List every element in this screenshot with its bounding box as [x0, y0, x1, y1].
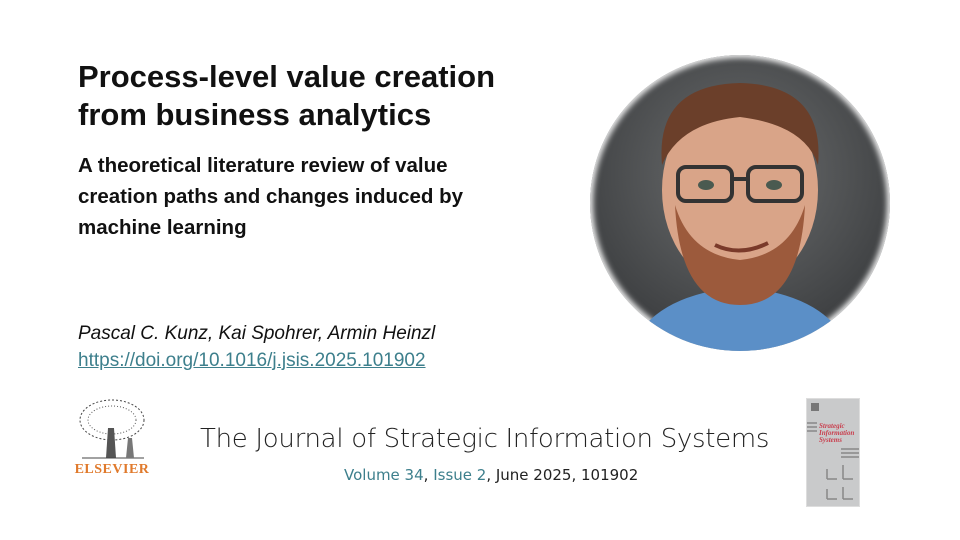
article-title: Process-level value creation from busine…	[78, 58, 618, 134]
cover-title-line: Systems	[819, 436, 842, 444]
author-photo	[590, 55, 890, 351]
date-article-number: , June 2025, 101902	[486, 466, 639, 484]
authors: Pascal C. Kunz, Kai Spohrer, Armin Heinz…	[78, 323, 436, 344]
journal-name: The Journal of Strategic Information Sys…	[200, 424, 770, 454]
doi-link[interactable]: https://doi.org/10.1016/j.jsis.2025.1019…	[78, 350, 426, 371]
elsevier-tree-logo	[74, 398, 150, 482]
subtitle-line: creation paths and changes induced by	[78, 185, 464, 208]
cover-title-line: Strategic	[819, 422, 845, 430]
subtitle-line: A theoretical literature review of value	[78, 154, 448, 177]
title-line: from business analytics	[78, 97, 432, 132]
cover-title-line: Information	[819, 429, 855, 437]
title-line: Process-level value creation	[78, 59, 496, 94]
article-subtitle: A theoretical literature review of value…	[78, 150, 578, 243]
elsevier-logo-text: ELSEVIER	[74, 462, 150, 477]
cover-title: Strategic Information Systems	[819, 423, 854, 444]
subtitle-line: machine learning	[78, 216, 247, 239]
issue-link[interactable]: Issue 2	[433, 466, 487, 484]
separator: ,	[423, 466, 434, 484]
journal-cover: Strategic Information Systems	[806, 398, 860, 507]
volume-link[interactable]: Volume 34	[344, 466, 424, 484]
journal-issue-info: Volume 34, Issue 2, June 2025, 101902	[344, 466, 638, 484]
